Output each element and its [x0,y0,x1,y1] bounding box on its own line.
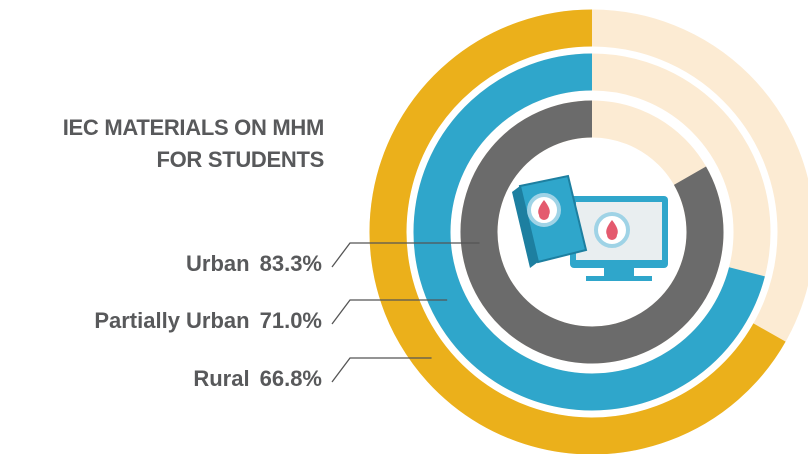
rings [369,9,808,454]
drop [606,220,618,240]
value-label: 71.0% [260,308,322,333]
ring-bar [369,9,786,454]
category-label: Partially Urban [94,308,249,333]
monitor-base [586,276,652,281]
value-label: 83.3% [260,251,322,276]
monitor-stand [604,268,634,276]
ring-gap [408,48,776,416]
center-icon [512,174,668,281]
leader-line [331,242,480,268]
labels: 83.3% Urban 71.0% Partially Urban 66.8% Rural [94,242,480,391]
ring-bar [460,100,724,364]
leader-line [331,357,432,383]
chart-title: IEC MATERIALS ON MHM FOR STUDENTS [62,115,325,172]
category-label: Rural [193,366,249,391]
value-label: 66.8% [260,366,322,391]
ring-gap [453,93,731,371]
drop [538,200,550,220]
category-label: Urban [186,251,250,276]
book-spine [512,186,538,268]
leader-line [331,299,448,325]
ring-bar [413,53,765,411]
